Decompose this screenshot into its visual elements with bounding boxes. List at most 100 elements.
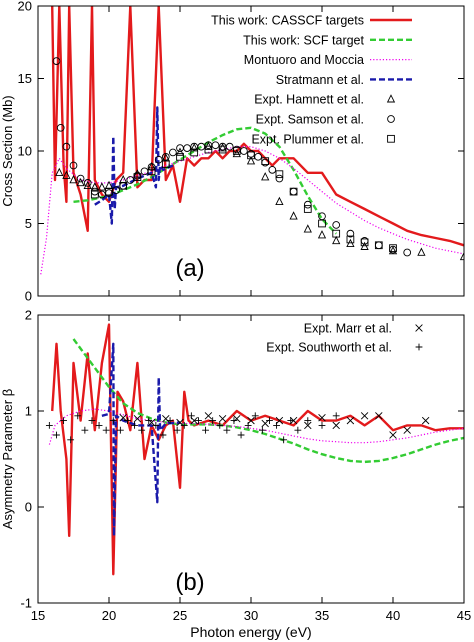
panel-b-markers-expt-marr-et-al <box>119 412 430 439</box>
panel-a-legend-label-expt-plummer-et-al: Expt. Plummer et al. <box>251 132 364 146</box>
panel-a-series-2-montuoro-and-moccia <box>40 146 464 275</box>
panel-b-frame <box>37 314 465 604</box>
panel-b-plus-point-25 <box>223 426 231 434</box>
panel-a-square-point-18 <box>346 235 355 244</box>
panel-b-plus-point-8 <box>102 426 110 434</box>
panel-b-cross-point-20 <box>403 426 411 434</box>
panel-b-cross-point-0 <box>119 414 127 422</box>
panel-a-circle-point-34 <box>303 200 312 209</box>
panel-a-triangle-point-15 <box>218 143 227 152</box>
x-tick-label-35: 35 <box>315 608 329 623</box>
panel-a-square-point-15 <box>303 205 312 213</box>
panel-a-y-tick-label-15: 15 <box>18 71 32 86</box>
panel-a-square-point-0 <box>90 190 99 199</box>
panel-a-plot-area <box>40 6 464 275</box>
x-tick-label-40: 40 <box>386 608 400 623</box>
panel-b-plus-point-21 <box>195 417 202 424</box>
panel-b-y-tick-label-1: 1 <box>25 404 32 419</box>
x-tick-label-30: 30 <box>244 608 258 623</box>
panel-a-triangle-point-2 <box>69 174 78 184</box>
panel-a-triangle-point-26 <box>388 246 398 255</box>
panel-a-series-0-this-work-casscf-targets <box>51 6 464 247</box>
panel-b-plus-point-38 <box>332 412 340 420</box>
panel-a-triangle-point-28 <box>459 251 464 261</box>
panel-b-series-group <box>45 323 464 576</box>
panel-b-cross-point-13 <box>304 421 312 430</box>
panel-a-legend: This work: CASSCF targets This work: SCF … <box>211 14 412 146</box>
panel-a-circle-point-19 <box>183 144 191 152</box>
panel-a-y-axis-label: Cross Section (Mb) <box>0 95 15 206</box>
panel-b-plus-point-2 <box>60 417 67 424</box>
panel-b-cross-point-18 <box>375 412 383 420</box>
panel-a-legend-label-this-work-casscf-targets: This work: CASSCF targets <box>211 14 364 28</box>
panel-a-triangle-point-17 <box>246 156 256 165</box>
panel-a-square-point-11 <box>247 151 255 160</box>
panel-b-series-2-dotted-ee00ee <box>48 408 464 445</box>
panel-a-square-point-13 <box>275 170 284 179</box>
panel-b-plus-point-30 <box>258 426 266 434</box>
panel-a-square-point-21 <box>389 244 397 253</box>
panel-a-square-point-7 <box>190 148 199 157</box>
panel-a-circle-point-17 <box>169 148 177 157</box>
panel-a-square-point-9 <box>218 145 227 154</box>
panel-a-y-tick-label-10: 10 <box>18 144 32 159</box>
panel-a-legend-marker-expt-plummer-et-al <box>387 134 395 143</box>
panel-a-triangle-point-16 <box>232 148 241 158</box>
panel-b-cross-point-15 <box>332 421 340 430</box>
panel-a-circle-point-37 <box>346 229 355 238</box>
panel-a-triangle-point-4 <box>83 180 92 190</box>
panel-b-plus-point-31 <box>266 417 273 424</box>
panel-a-circle-point-14 <box>147 163 156 171</box>
panel-a-square-point-6 <box>176 152 184 161</box>
panel-b-plus-point-33 <box>280 436 288 444</box>
panel-a-square-point-17 <box>332 229 341 238</box>
x-tick-label-25: 25 <box>173 608 187 623</box>
panel-b-plus-point-17 <box>166 417 174 424</box>
panel-b-plus-point-13 <box>138 426 146 434</box>
panel-b-cross-point-17 <box>360 412 369 420</box>
panel-b-plus-point-23 <box>209 417 217 424</box>
panel-a-triangle-point-18 <box>261 172 270 181</box>
panel-b-plus-point-10 <box>116 426 124 434</box>
panel-b-legend-marker-expt-marr-et-al <box>415 324 423 332</box>
panel-a-square-point-19 <box>360 238 369 247</box>
panel-b-plus-point-20 <box>187 412 195 420</box>
panel-b-series-3-dashed-1a1aaa <box>101 342 181 537</box>
panel-b-cross-point-16 <box>346 416 355 425</box>
panel-b-plus-point-36 <box>304 417 312 424</box>
panel-a-frame <box>37 5 465 297</box>
panel-b-plus-point-9 <box>109 417 117 424</box>
panel-a-legend-label-stratmann-et-al: Stratmann et al. <box>276 73 364 87</box>
panel-a-square-point-2 <box>119 181 128 190</box>
panel-b-y-tick-label-2: 2 <box>25 308 32 323</box>
panel-a-square-point-5 <box>161 160 170 168</box>
panel-a-circle-point-15 <box>154 155 163 164</box>
panel-a-square-point-1 <box>105 187 113 196</box>
panel-a-legend-label-this-work-scf-target: This work: SCF target <box>243 33 364 47</box>
panel-b-plus-point-12 <box>131 422 138 429</box>
panel-b-legend-label-expt-marr-et-al: Expt. Marr et al. <box>304 322 392 336</box>
panel-a-legend-label-expt-samson-et-al: Expt. Samson et al. <box>256 113 364 127</box>
panel-b-series-0-solid-e31a1c <box>51 323 464 576</box>
panel-b-cross-point-19 <box>389 431 397 439</box>
panel-a-square-point-16 <box>318 219 326 228</box>
panel-a-circle-point-23 <box>211 141 220 150</box>
panel-b-legend: Expt. Marr et al. Expt. Southworth et al. <box>266 322 423 355</box>
panel-a-label: (a) <box>175 255 204 282</box>
panel-b-plus-point-3 <box>67 436 75 444</box>
panel-b-plus-point-34 <box>287 417 295 424</box>
panel-b-plot-area <box>45 323 464 576</box>
panel-b-legend-label-expt-southworth-et-al: Expt. Southworth et al. <box>266 341 392 355</box>
panel-a-circle-point-3 <box>69 161 78 170</box>
panel-a-square-point-14 <box>289 187 298 196</box>
panel-a-circle-point-4 <box>76 174 85 183</box>
panel-b-plus-point-26 <box>230 417 238 424</box>
panel-b-cross-point-21 <box>421 416 430 425</box>
panel-b-cross-point-6 <box>204 412 213 420</box>
panel-a-circle-point-41 <box>403 248 412 257</box>
panel-b-cross-point-1 <box>133 414 142 423</box>
panel-b-plus-point-7 <box>95 422 103 429</box>
panel-a-triangle-point-1 <box>62 170 71 179</box>
panel-b-plus-point-4 <box>74 412 82 420</box>
panel-b-cross-point-10 <box>261 419 269 428</box>
